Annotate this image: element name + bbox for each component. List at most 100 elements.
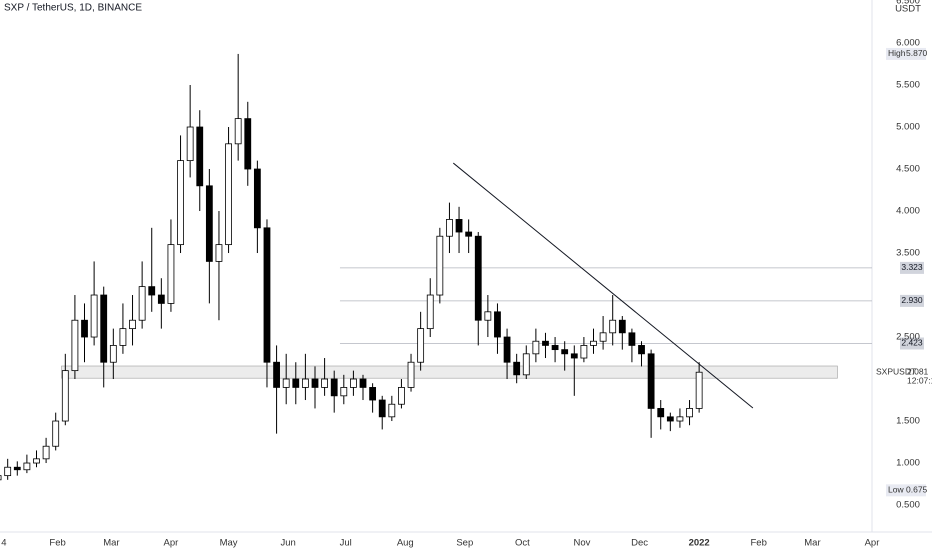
candle-body [81, 319, 88, 338]
candle-body [23, 462, 31, 471]
candle-body [13, 466, 21, 471]
y-tick-label: 3.500 [896, 248, 920, 259]
candle-body [138, 286, 146, 321]
y-tick-label: 0.500 [896, 500, 920, 511]
high-marker-box [886, 47, 926, 60]
candle-body [253, 168, 261, 229]
candle-body [676, 416, 684, 422]
candle-body [129, 319, 136, 330]
candle-body [686, 408, 693, 418]
low-marker-text: Low [888, 485, 904, 495]
candle-body [71, 319, 79, 372]
candle-body [244, 118, 252, 170]
x-tick-label: 2022 [689, 538, 710, 549]
y-tick-label: 1.000 [896, 458, 920, 469]
candle-body [570, 353, 578, 359]
currency-label: USDT [895, 4, 921, 15]
candle-body [4, 466, 12, 477]
y-tick-label: 4.000 [896, 206, 920, 217]
x-tick-label: Apr [865, 538, 880, 549]
candle-body [119, 328, 127, 346]
candle-body [590, 340, 597, 346]
level-label-box [900, 337, 924, 350]
y-tick-label: 6.500 [896, 0, 920, 7]
candle-body [215, 244, 223, 262]
candle-body [666, 416, 674, 422]
level-label: 2.930 [901, 295, 923, 305]
candle-body [263, 227, 271, 363]
candle-body [340, 387, 348, 397]
x-tick-label: Jun [280, 538, 295, 549]
candle-body [378, 399, 386, 418]
x-tick-label: Feb [49, 538, 65, 549]
last-price-box [874, 365, 930, 388]
candle-body [330, 378, 338, 397]
y-tick-label: 2.500 [896, 332, 920, 343]
high-marker-value: 5.870 [906, 48, 928, 58]
x-tick-label: Jul [340, 538, 352, 549]
x-tick-label: Dec [631, 538, 648, 549]
candle-body [599, 332, 607, 342]
candle-body [695, 371, 703, 409]
candle-body [388, 403, 396, 418]
candle-body [455, 219, 463, 233]
candle-body [417, 328, 425, 363]
x-tick-label: May [220, 538, 238, 549]
candle-body [628, 332, 636, 346]
candle-body [359, 378, 367, 388]
y-tick-label: 5.500 [896, 80, 920, 91]
candle-body [522, 353, 530, 376]
candle-body [100, 294, 108, 363]
candle-body [282, 378, 290, 388]
candle-body [609, 319, 617, 334]
candle-body [503, 336, 511, 363]
symbol-label: SXPUSDT [876, 366, 916, 376]
candle-body [465, 231, 473, 237]
y-tick-label: 4.500 [896, 164, 920, 175]
candle-body [436, 235, 444, 296]
candle-body [407, 361, 415, 388]
candle-body [561, 349, 569, 355]
candle-body [196, 126, 204, 187]
trendline [452, 162, 754, 409]
x-tick-label: Mar [103, 538, 119, 549]
candle-body [474, 235, 482, 321]
candle-body [398, 387, 405, 405]
candle-body [311, 378, 319, 388]
low-marker-box [886, 484, 926, 497]
level-label: 2.423 [901, 338, 923, 348]
candle-body [157, 294, 165, 304]
candle-body [638, 345, 645, 355]
candle-body [350, 378, 357, 388]
candle-body [225, 143, 232, 246]
candle-body [484, 311, 492, 321]
candle-body [513, 361, 521, 376]
candle-body [542, 340, 549, 346]
candle-body [52, 420, 60, 447]
candle-body [292, 378, 300, 388]
candle-body [580, 345, 588, 359]
candle-body [551, 345, 559, 351]
candle-body [0, 475, 2, 481]
candle-body [148, 286, 156, 296]
candle-body [90, 294, 98, 338]
candle-body [273, 361, 280, 388]
candle-body [61, 370, 69, 422]
candle-body [321, 378, 328, 388]
y-tick-label: 6.000 [896, 38, 920, 49]
x-tick-label: Sep [456, 538, 473, 549]
candle-body [426, 294, 434, 330]
candle-body [205, 185, 213, 262]
candle-body [301, 378, 309, 388]
candle-body [532, 340, 540, 355]
x-tick-label: Nov [574, 538, 591, 549]
x-tick-label: Apr [164, 538, 179, 549]
candle-body [33, 458, 40, 464]
x-tick-label: Feb [750, 538, 766, 549]
candle-body [186, 126, 194, 162]
high-marker-text: High [888, 48, 906, 58]
plot-area [0, 53, 872, 481]
